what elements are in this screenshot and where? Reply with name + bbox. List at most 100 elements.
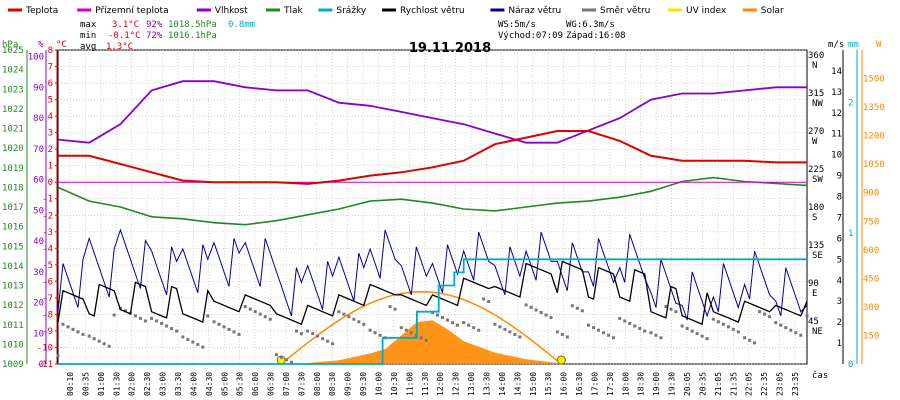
stat-max-press: 1018.5hPa xyxy=(168,20,217,30)
dir-tick-deg: 90 xyxy=(808,279,819,289)
wind-direction-point xyxy=(321,337,325,341)
x-tick-label: 08:00 xyxy=(313,372,322,396)
wind-direction-point xyxy=(623,319,627,323)
stat-min-label: min xyxy=(80,31,96,41)
x-tick-label: 18:30 xyxy=(637,372,646,396)
wind-direction-point xyxy=(368,328,372,332)
wind-direction-point xyxy=(799,333,803,337)
wind-tick: 7 xyxy=(837,213,842,223)
legend-label: Srážky xyxy=(336,6,367,16)
wind-direction-point xyxy=(493,322,497,326)
solar-tick: 1500 xyxy=(863,75,885,85)
wind-direction-point xyxy=(435,313,439,317)
wind-direction-point xyxy=(597,328,601,332)
wind-direction-point xyxy=(690,329,694,333)
wind-direction-point xyxy=(513,332,517,336)
wind-direction-point xyxy=(705,337,709,341)
wind-direction-point xyxy=(424,338,428,342)
wind-direction-point xyxy=(592,326,596,330)
wind-tick: 2 xyxy=(837,318,842,328)
hum-tick: 10 xyxy=(33,329,44,339)
temp-tick: -9 xyxy=(42,327,53,337)
temp-tick: -5 xyxy=(42,261,53,271)
x-tick-label: 22:05 xyxy=(745,372,754,396)
wind-direction-point xyxy=(268,317,272,321)
dir-tick-dir: SE xyxy=(812,251,823,261)
wind-direction-point xyxy=(633,324,637,328)
legend-label: UV index xyxy=(686,6,727,16)
wind-direction-point xyxy=(587,323,591,327)
wind-direction-point xyxy=(248,307,252,311)
temp-tick: 5 xyxy=(48,96,53,106)
x-tick-label: 00:35 xyxy=(81,372,90,396)
x-tick-label: 07:00 xyxy=(282,372,291,396)
plot-area xyxy=(57,49,808,365)
solar-tick: 150 xyxy=(863,331,879,341)
wind-direction-point xyxy=(618,316,622,320)
wind-direction-point xyxy=(643,329,647,333)
wind-direction-point xyxy=(680,324,684,328)
dir-tick-dir: E xyxy=(812,289,817,299)
axis-unit-solar: W xyxy=(876,40,882,50)
wind-direction-point xyxy=(774,321,778,325)
hpa-tick: 1012 xyxy=(2,301,24,311)
wind-direction-point xyxy=(160,321,164,325)
hpa-tick: 1010 xyxy=(2,340,24,350)
wind-direction-point xyxy=(217,322,221,326)
wind-direction-point xyxy=(352,317,356,321)
wind-direction-point xyxy=(743,336,747,340)
x-tick-label: 16:30 xyxy=(575,372,584,396)
dir-tick-deg: 315 xyxy=(808,89,824,99)
x-tick-label: 16:00 xyxy=(560,372,569,396)
wind-direction-point xyxy=(612,336,616,340)
hum-tick: 40 xyxy=(33,237,44,247)
dir-tick-deg: 360 xyxy=(808,51,824,61)
solar-tick: 450 xyxy=(863,274,879,284)
x-tick-label: 11:00 xyxy=(405,372,414,396)
hpa-tick: 1013 xyxy=(2,282,24,292)
wind-direction-point xyxy=(674,310,678,314)
axis-unit-hpa: hPa xyxy=(2,40,18,50)
wind-tick: 1 xyxy=(837,339,842,349)
wind-direction-point xyxy=(306,329,310,333)
temp-tick: -11 xyxy=(37,360,53,370)
hum-tick: 70 xyxy=(33,145,44,155)
dir-tick-deg: 225 xyxy=(808,165,824,175)
stat-min-press: 1016.1hPa xyxy=(168,31,217,41)
wind-tick: 11 xyxy=(831,130,842,140)
temp-tick: 4 xyxy=(48,112,53,122)
wind-direction-point xyxy=(175,329,179,333)
wind-direction-point xyxy=(133,314,137,318)
hpa-tick: 1022 xyxy=(2,105,24,115)
hum-tick: 30 xyxy=(33,268,44,278)
wind-direction-point xyxy=(362,322,366,326)
wind-direction-point xyxy=(711,317,715,321)
wind-direction-point xyxy=(544,313,548,317)
legend-label: Solar xyxy=(761,6,784,16)
hpa-tick: 1018 xyxy=(2,183,24,193)
legend-label: Přízemní teplota xyxy=(95,6,168,16)
stat-wg: WG:6.3m/s xyxy=(566,20,615,30)
x-tick-label: 08:30 xyxy=(328,372,337,396)
wind-direction-point xyxy=(503,327,507,331)
dir-tick-deg: 45 xyxy=(808,317,819,327)
x-tick-label: 19:00 xyxy=(652,372,661,396)
wind-direction-point xyxy=(66,325,70,329)
solar-tick: 750 xyxy=(863,217,879,227)
wind-direction-point xyxy=(555,330,559,334)
wind-direction-point xyxy=(123,309,127,313)
hum-tick: 60 xyxy=(33,176,44,186)
wind-direction-point xyxy=(445,318,449,322)
stat-ws: WS:5m/s xyxy=(498,20,536,30)
wind-direction-point xyxy=(232,330,236,334)
wind-direction-point xyxy=(237,332,241,336)
wind-tick: 5 xyxy=(837,255,842,265)
wind-direction-point xyxy=(253,310,257,314)
wind-direction-point xyxy=(165,324,169,328)
stat-max-hum: 92% xyxy=(146,20,163,30)
wind-direction-point xyxy=(529,305,533,309)
wind-direction-point xyxy=(570,304,574,308)
wind-direction-point xyxy=(196,343,200,347)
stat-max-temp: 3.1°C xyxy=(112,20,139,30)
temp-tick: -4 xyxy=(42,244,53,254)
